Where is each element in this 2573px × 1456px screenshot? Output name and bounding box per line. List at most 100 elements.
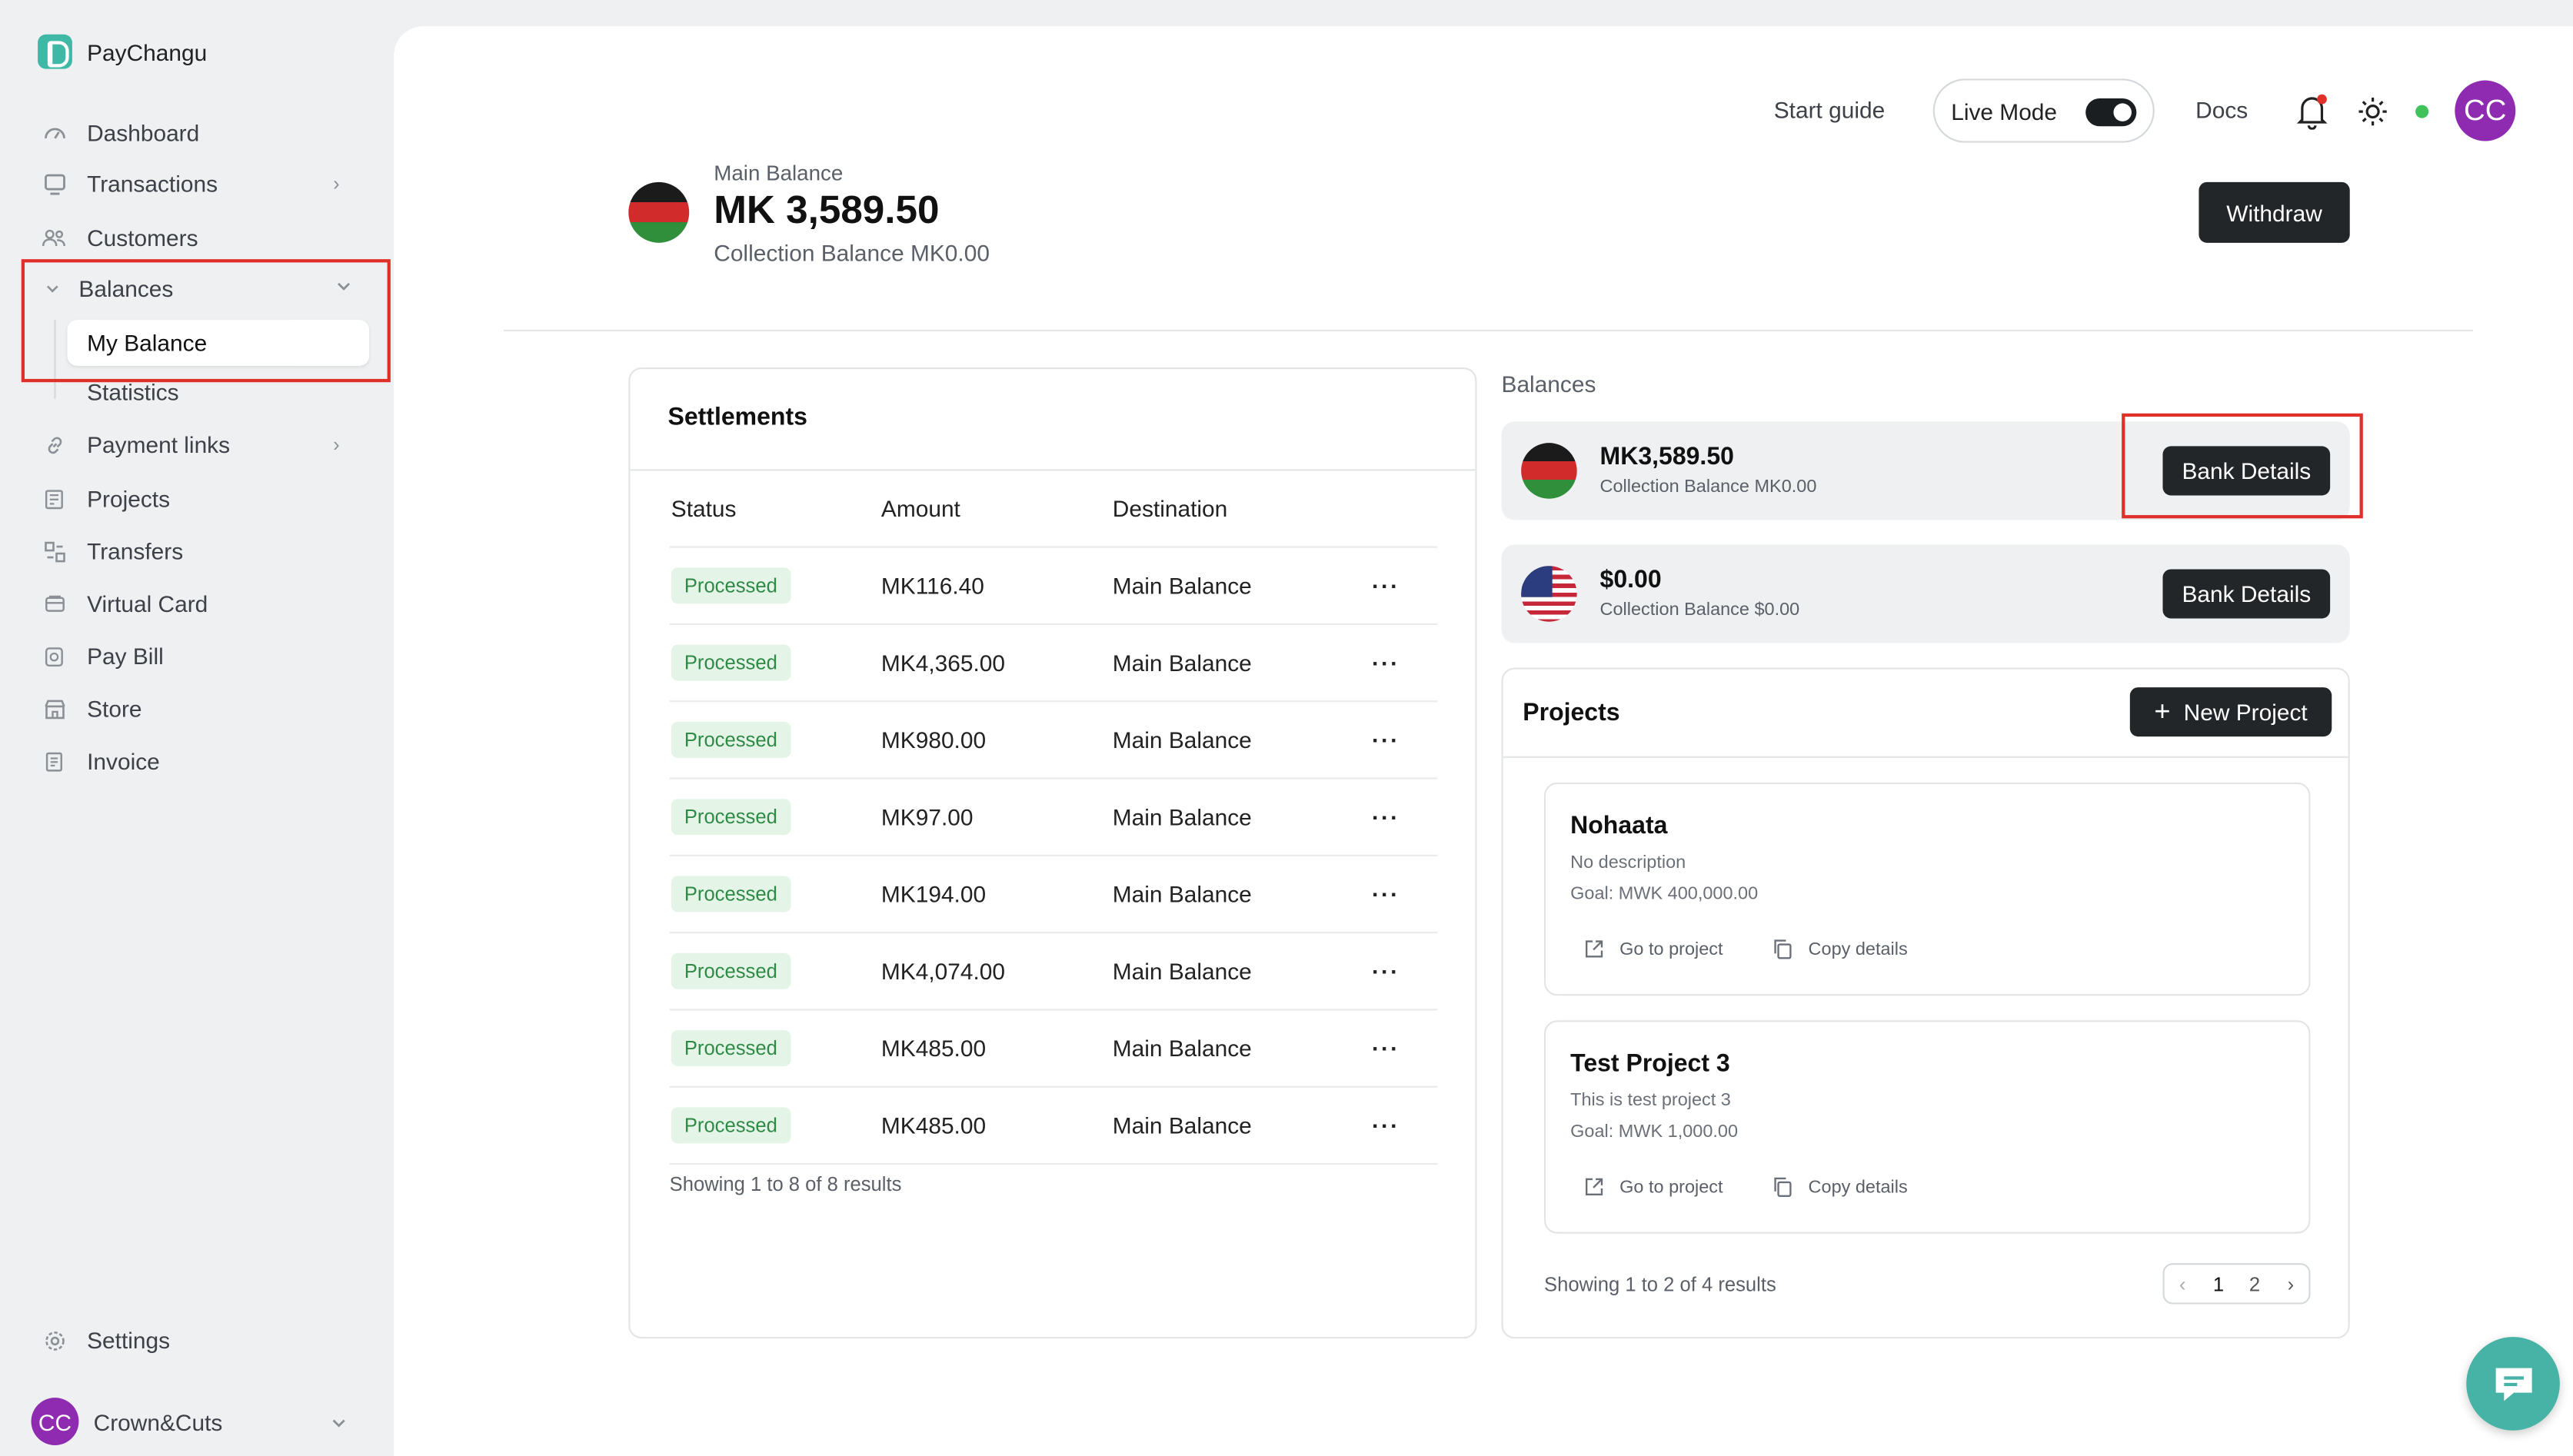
sidebar-subitem-statistics[interactable]: Statistics bbox=[87, 378, 179, 406]
divider bbox=[504, 329, 2473, 332]
sidebar-item-label: Dashboard bbox=[87, 119, 200, 146]
table-row: Processed MK485.00 Main Balance ··· bbox=[669, 1088, 1438, 1165]
online-status-dot bbox=[2415, 105, 2429, 118]
status-badge: Processed bbox=[671, 1030, 791, 1067]
sidebar-item-label: Store bbox=[87, 695, 142, 722]
store-icon bbox=[41, 696, 67, 722]
account-switcher[interactable]: CC Crown&Cuts bbox=[31, 1398, 360, 1445]
more-options-icon[interactable]: ··· bbox=[1371, 803, 1400, 830]
pagination-page-1[interactable]: 1 bbox=[2212, 1272, 2225, 1295]
docs-link[interactable]: Docs bbox=[2195, 96, 2248, 124]
chevron-right-icon: › bbox=[333, 172, 340, 195]
sidebar-item-label: Pay Bill bbox=[87, 643, 164, 670]
pagination-next[interactable]: › bbox=[2287, 1272, 2295, 1295]
table-row: Processed MK4,074.00 Main Balance ··· bbox=[669, 933, 1438, 1011]
destination-cell: Main Balance bbox=[1112, 880, 1252, 908]
new-project-button[interactable]: + New Project bbox=[2129, 687, 2332, 737]
sidebar-item-label: Projects bbox=[87, 485, 171, 512]
column-header-destination: Destination bbox=[1112, 495, 1228, 522]
account-name: Crown&Cuts bbox=[93, 1408, 223, 1435]
sidebar-item-label: Virtual Card bbox=[87, 590, 208, 617]
more-options-icon[interactable]: ··· bbox=[1371, 572, 1400, 599]
sidebar-item-customers[interactable]: Customers bbox=[41, 220, 198, 256]
pagination-prev[interactable]: ‹ bbox=[2179, 1272, 2186, 1295]
table-row: Processed MK485.00 Main Balance ··· bbox=[669, 1010, 1438, 1088]
pagination-page-2[interactable]: 2 bbox=[2248, 1272, 2261, 1295]
project-name: Nohaata bbox=[1570, 812, 1668, 840]
copy-details-link[interactable]: Copy details bbox=[1772, 1176, 1908, 1198]
malawi-flag-icon bbox=[1521, 443, 1577, 499]
sidebar-item-payment-links[interactable]: Payment links › bbox=[41, 427, 340, 463]
withdraw-button[interactable]: Withdraw bbox=[2199, 181, 2350, 243]
more-options-icon[interactable]: ··· bbox=[1371, 650, 1400, 676]
toggle-switch[interactable] bbox=[2085, 98, 2137, 127]
sidebar-item-store[interactable]: Store bbox=[41, 690, 142, 726]
main-balance-amount: MK 3,589.50 bbox=[714, 188, 940, 234]
table-row: Processed MK97.00 Main Balance ··· bbox=[669, 780, 1438, 856]
amount-cell: MK485.00 bbox=[880, 1112, 987, 1139]
copy-details-link[interactable]: Copy details bbox=[1772, 939, 1908, 960]
new-project-label: New Project bbox=[2183, 699, 2308, 726]
usa-flag-icon bbox=[1521, 566, 1577, 622]
settlements-title: Settlements bbox=[667, 403, 807, 432]
plus-icon: + bbox=[2154, 695, 2171, 727]
user-avatar[interactable]: CC bbox=[2455, 80, 2516, 141]
destination-cell: Main Balance bbox=[1112, 958, 1252, 985]
sidebar-item-label: Balances bbox=[78, 275, 174, 302]
more-options-icon[interactable]: ··· bbox=[1371, 726, 1400, 753]
sidebar-item-dashboard[interactable]: Dashboard bbox=[41, 115, 199, 151]
sidebar-subitem-my-balance[interactable]: My Balance bbox=[67, 320, 370, 366]
gear-icon bbox=[41, 1327, 67, 1353]
amount-cell: MK980.00 bbox=[880, 726, 987, 753]
destination-cell: Main Balance bbox=[1112, 1035, 1252, 1062]
column-header-amount: Amount bbox=[880, 495, 960, 522]
sidebar-item-transfers[interactable]: Transfers bbox=[41, 534, 183, 570]
copy-icon bbox=[1774, 939, 1792, 959]
project-card[interactable]: Test Project 3 This is test project 3 Go… bbox=[1543, 1020, 2311, 1234]
settlements-card: Settlements Status Amount Destination Pr… bbox=[628, 367, 1477, 1339]
collection-balance-text: Collection Balance MK0.00 bbox=[1599, 477, 1817, 497]
balances-title: Balances bbox=[1501, 371, 1596, 397]
main-balance-label: Main Balance bbox=[714, 161, 844, 186]
sidebar-item-label: Transactions bbox=[87, 170, 218, 198]
sidebar-item-balances[interactable]: Balances bbox=[42, 271, 351, 307]
copy-icon bbox=[1774, 1177, 1792, 1197]
destination-cell: Main Balance bbox=[1112, 803, 1252, 830]
balance-row-mwk: MK3,589.50 Collection Balance MK0.00 Ban… bbox=[1501, 421, 2350, 520]
bank-details-button[interactable]: Bank Details bbox=[2162, 446, 2331, 496]
status-badge: Processed bbox=[671, 1107, 791, 1144]
sidebar-item-settings[interactable]: Settings bbox=[41, 1322, 170, 1358]
bell-icon[interactable] bbox=[2295, 94, 2328, 138]
sidebar-item-transactions[interactable]: Transactions › bbox=[41, 166, 340, 202]
live-mode-toggle[interactable]: Live Mode bbox=[1932, 78, 2155, 143]
sidebar-item-projects[interactable]: Projects bbox=[41, 480, 170, 517]
chat-launcher-button[interactable] bbox=[2466, 1337, 2560, 1431]
bank-details-button[interactable]: Bank Details bbox=[2162, 569, 2331, 619]
malawi-flag-icon bbox=[628, 181, 690, 243]
sidebar-item-invoice[interactable]: Invoice bbox=[41, 743, 160, 780]
go-to-project-link[interactable]: Go to project bbox=[1583, 939, 1723, 960]
app-logo[interactable]: PayChangu bbox=[38, 34, 208, 69]
sidebar-item-pay-bill[interactable]: Pay Bill bbox=[41, 638, 164, 674]
table-row: Processed MK4,365.00 Main Balance ··· bbox=[669, 625, 1438, 703]
projects-card: Projects + New Project Nohaata No descri… bbox=[1501, 667, 2350, 1339]
status-badge: Processed bbox=[671, 876, 791, 912]
amount-cell: MK116.40 bbox=[880, 572, 984, 599]
balance-amount: MK3,589.50 bbox=[1599, 443, 1734, 471]
destination-cell: Main Balance bbox=[1112, 572, 1252, 599]
chevron-down-icon bbox=[335, 278, 352, 301]
table-row: Processed MK116.40 Main Balance ··· bbox=[669, 548, 1438, 626]
project-card[interactable]: Nohaata No description Goal: MWK 400,000… bbox=[1543, 782, 2311, 996]
avatar: CC bbox=[31, 1398, 79, 1445]
table-row: Processed MK980.00 Main Balance ··· bbox=[669, 702, 1438, 780]
more-options-icon[interactable]: ··· bbox=[1371, 958, 1400, 985]
go-to-project-link[interactable]: Go to project bbox=[1583, 1176, 1723, 1198]
more-options-icon[interactable]: ··· bbox=[1371, 1112, 1400, 1139]
more-options-icon[interactable]: ··· bbox=[1371, 1035, 1400, 1062]
go-to-project-label: Go to project bbox=[1619, 939, 1723, 959]
app-name: PayChangu bbox=[87, 38, 208, 65]
start-guide-link[interactable]: Start guide bbox=[1773, 96, 1886, 124]
sun-icon[interactable] bbox=[2356, 95, 2389, 136]
sidebar-item-virtual-card[interactable]: Virtual Card bbox=[41, 586, 208, 622]
more-options-icon[interactable]: ··· bbox=[1371, 880, 1400, 908]
